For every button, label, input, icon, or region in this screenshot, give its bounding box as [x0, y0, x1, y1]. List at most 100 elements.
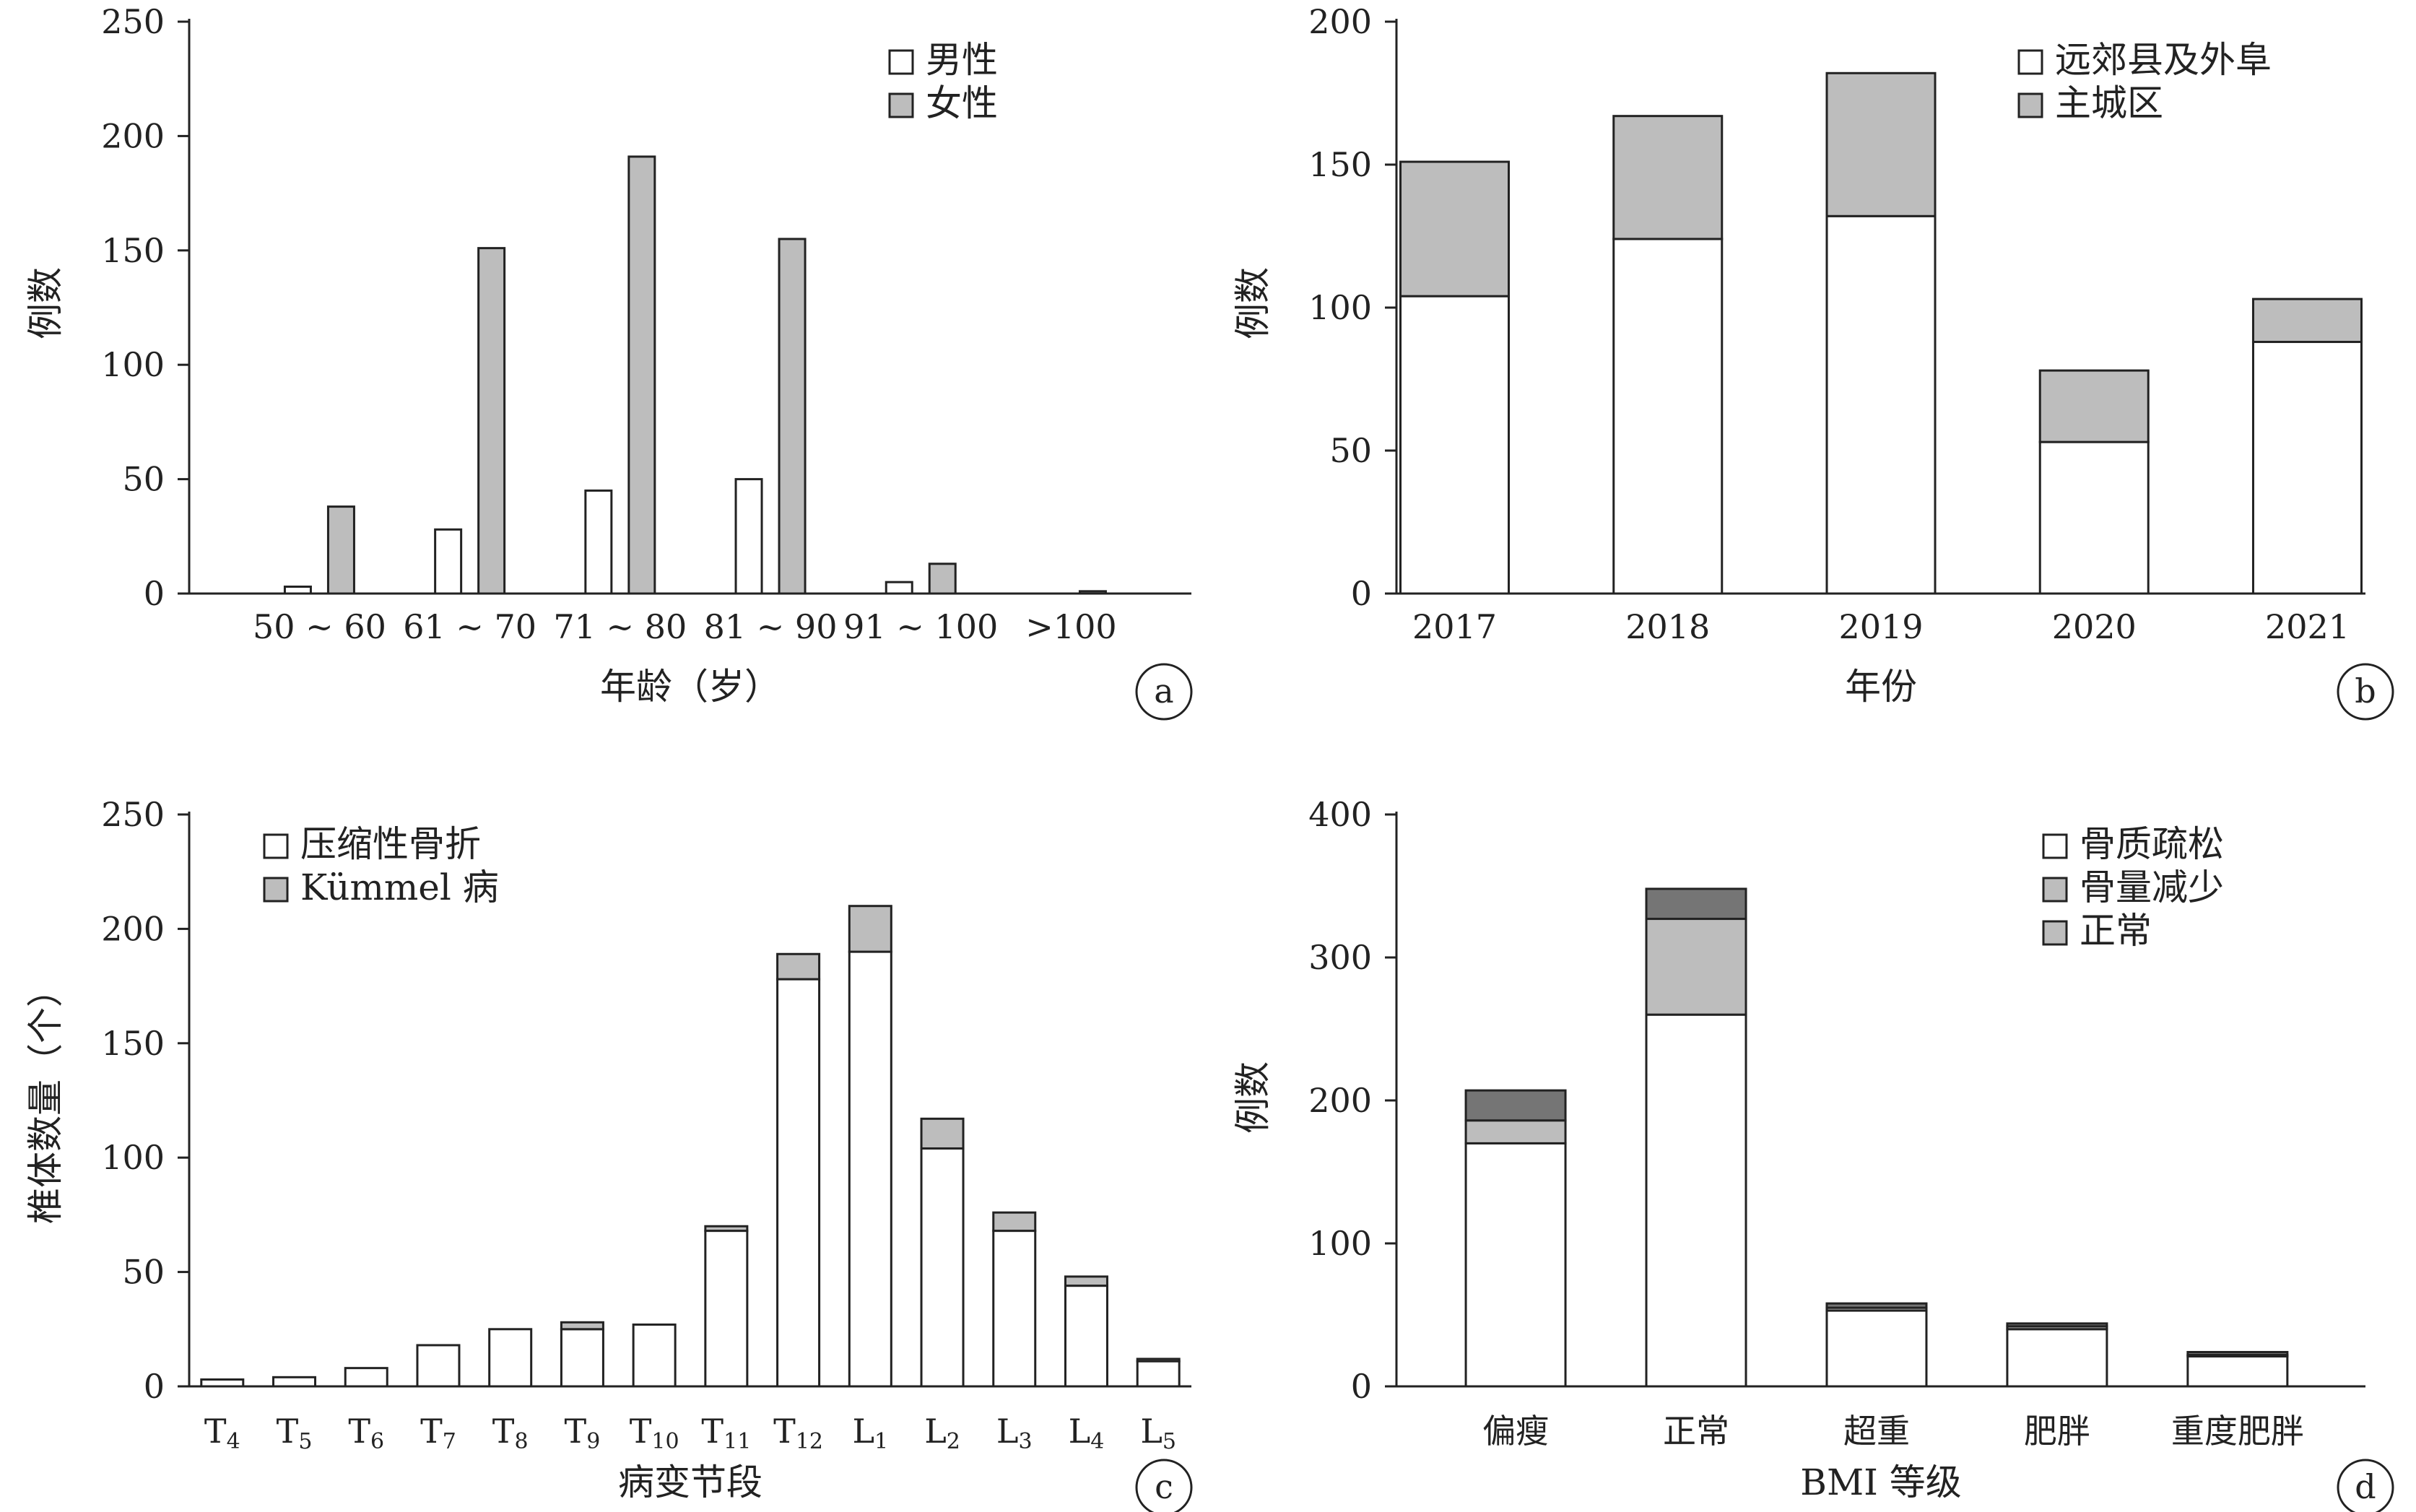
- panel-c-bars: [200, 905, 1181, 1388]
- panel-a-bar-s0-c1: [434, 528, 463, 595]
- panel-c-bar-s0-c13: [1136, 1360, 1181, 1388]
- panel-d-bar-s2-c3: [2006, 1322, 2108, 1328]
- panel-b-bar-s0-c1: [1612, 238, 1724, 595]
- panel-d-bar-s0-c0: [1464, 1142, 1567, 1388]
- panel-a-bar-s0-c2: [584, 489, 613, 595]
- panel-c-letter-circle: [1135, 1459, 1193, 1512]
- panel-a-legend-swatch-1: [888, 92, 914, 118]
- panel-c-bar-s0-c3: [416, 1344, 461, 1388]
- panel-d-y-tick-label-3: 300: [1308, 938, 1372, 977]
- panel-b-bar-s1-c1: [1612, 115, 1724, 240]
- panel-a-bar-s1-c3: [778, 238, 807, 595]
- panel-d-y-tick-label-4: 400: [1308, 795, 1372, 834]
- panel-d-legend-swatch-0: [2042, 833, 2068, 859]
- panel-a-y-tick-label-1: 50: [122, 460, 165, 499]
- panel-b-x-tick-label-1: 2018: [1625, 607, 1710, 646]
- panel-a-legend-label-1: 女性: [926, 82, 998, 124]
- panel-b-y-axis-label: 例数: [1232, 267, 1274, 339]
- panel-d-x-axis-label: BMI 等级: [1800, 1461, 1962, 1503]
- panel-d-legend-swatch-2: [2042, 920, 2068, 946]
- panel-c-legend-label-1: Kümmel 病: [300, 866, 499, 908]
- panel-c-bar-s1-c8: [776, 952, 821, 981]
- panel-c-bar-s0-c11: [992, 1230, 1037, 1388]
- panel-a-y-tick-label-0: 0: [144, 574, 165, 613]
- panel-b-bars: [1399, 71, 2363, 595]
- panel-a-x-tick-label-4: 91 ~ 100: [843, 607, 998, 646]
- panel-a-y-tick-label-3: 150: [101, 231, 165, 270]
- panel-c-bar-s1-c13: [1136, 1357, 1181, 1363]
- panel-d-bar-s0-c1: [1645, 1013, 1747, 1388]
- panel-b-y-tick-label-3: 150: [1308, 145, 1372, 184]
- panel-c-legend-label-0: 压缩性骨折: [300, 823, 481, 865]
- panel-d-y-tick-label-1: 100: [1308, 1224, 1372, 1263]
- panel-c-y-tick-label-1: 50: [122, 1253, 165, 1292]
- panel-a-bar-s1-c4: [928, 562, 957, 595]
- panel-c-bar-s0-c9: [848, 950, 892, 1388]
- panel-c-x-tick-label-2: T6: [348, 1412, 384, 1454]
- panel-c-y-tick-label-5: 250: [101, 795, 165, 834]
- panel-c-x-tick-label-1: T5: [277, 1412, 313, 1454]
- panel-c-x-tick-label-9: L1: [852, 1412, 888, 1454]
- panel-a-letter: a: [1154, 672, 1173, 711]
- panel-d-bar-s2-c2: [1825, 1302, 1928, 1309]
- panel-c-x-axis-label: 病变节段: [618, 1461, 762, 1503]
- panel-c-legend-swatch-0: [263, 833, 289, 859]
- panel-b-x-tick-label-3: 2020: [2052, 607, 2137, 646]
- panel-c-bar-s0-c4: [488, 1328, 533, 1388]
- panel-c-y-tick-label-2: 100: [101, 1138, 165, 1177]
- panel-d-letter-circle: [2337, 1459, 2394, 1512]
- panel-d-bar-s2-c1: [1645, 887, 1747, 921]
- panel-a-y-tick-label-5: 250: [101, 2, 165, 41]
- panel-c-bar-s0-c10: [920, 1147, 965, 1388]
- panel-d-legend-label-2: 正常: [2080, 910, 2152, 952]
- panel-d-y-tick-label-2: 200: [1308, 1081, 1372, 1120]
- panel-a-legend-swatch-0: [888, 49, 914, 75]
- panel-b-bar-s0-c3: [2038, 440, 2150, 595]
- panel-c-x-tick-label-7: T11: [701, 1412, 751, 1454]
- panel-d-letter: d: [2355, 1467, 2376, 1506]
- panel-c-x-tick-label-6: T10: [630, 1412, 679, 1454]
- panel-d-bar-s1-c1: [1645, 918, 1747, 1016]
- panel-b-bar-s0-c0: [1399, 295, 1511, 595]
- panel-b-x-axis-label: 年份: [1845, 666, 1917, 708]
- panel-b-y-tick-label-1: 50: [1329, 431, 1372, 470]
- panel-d-bar-s2-c4: [2186, 1350, 2289, 1356]
- panel-c-x-tick-label-10: L2: [924, 1412, 960, 1454]
- panel-d-bar-s2-c0: [1464, 1089, 1567, 1122]
- panel-b-x-tick-label-0: 2017: [1412, 607, 1497, 646]
- panel-b-y-tick-label-4: 200: [1308, 2, 1372, 41]
- panel-c-bar-s1-c9: [848, 905, 892, 953]
- panel-c-bar-s0-c7: [704, 1230, 749, 1388]
- panel-c-segment-chart: 0 50 100 150 200 250 T4 T5 T6 T7 T8 T9 T10 T11 T12 L1 L2…: [25, 795, 1193, 1512]
- panel-c-x-tick-label-13: L5: [1140, 1412, 1176, 1454]
- panel-b-bar-s1-c3: [2038, 369, 2150, 443]
- panel-c-bar-s0-c5: [560, 1328, 604, 1388]
- panel-a-legend-label-0: 男性: [926, 39, 998, 81]
- panel-a-bar-s0-c4: [885, 581, 913, 595]
- panel-c-x-tick-label-5: T9: [565, 1412, 601, 1454]
- panel-a-x-tick-label-5: >100: [1025, 607, 1116, 646]
- panel-c-bar-s0-c12: [1064, 1285, 1108, 1388]
- panel-c-bar-s1-c10: [920, 1117, 965, 1150]
- panel-b-bar-s1-c0: [1399, 160, 1511, 297]
- panel-d-legend-label-1: 骨量减少: [2080, 866, 2224, 908]
- panel-c-y-axis-label: 椎体数量（个）: [25, 971, 66, 1224]
- panel-c-y-tick-label-0: 0: [144, 1367, 165, 1406]
- panel-b-legend-swatch-1: [2017, 92, 2043, 118]
- panel-b-legend-label-0: 远郊县及外阜: [2055, 39, 2272, 81]
- panel-b-y-tick-label-0: 0: [1351, 574, 1372, 613]
- panel-c-x-tick-label-11: L3: [996, 1412, 1033, 1454]
- panel-a-x-tick-label-3: 81 ~ 90: [704, 607, 838, 646]
- panel-d-legend-label-0: 骨质疏松: [2080, 823, 2224, 865]
- panel-c-x-tick-label-0: T4: [204, 1412, 240, 1454]
- panel-b-x-tick-label-2: 2019: [1838, 607, 1923, 646]
- panel-d-x-tick-label-3: 肥胖: [2024, 1412, 2090, 1451]
- panel-b-legend-swatch-0: [2017, 49, 2043, 75]
- panel-c-legend-swatch-1: [263, 877, 289, 903]
- panel-b-letter-circle: [2337, 663, 2394, 721]
